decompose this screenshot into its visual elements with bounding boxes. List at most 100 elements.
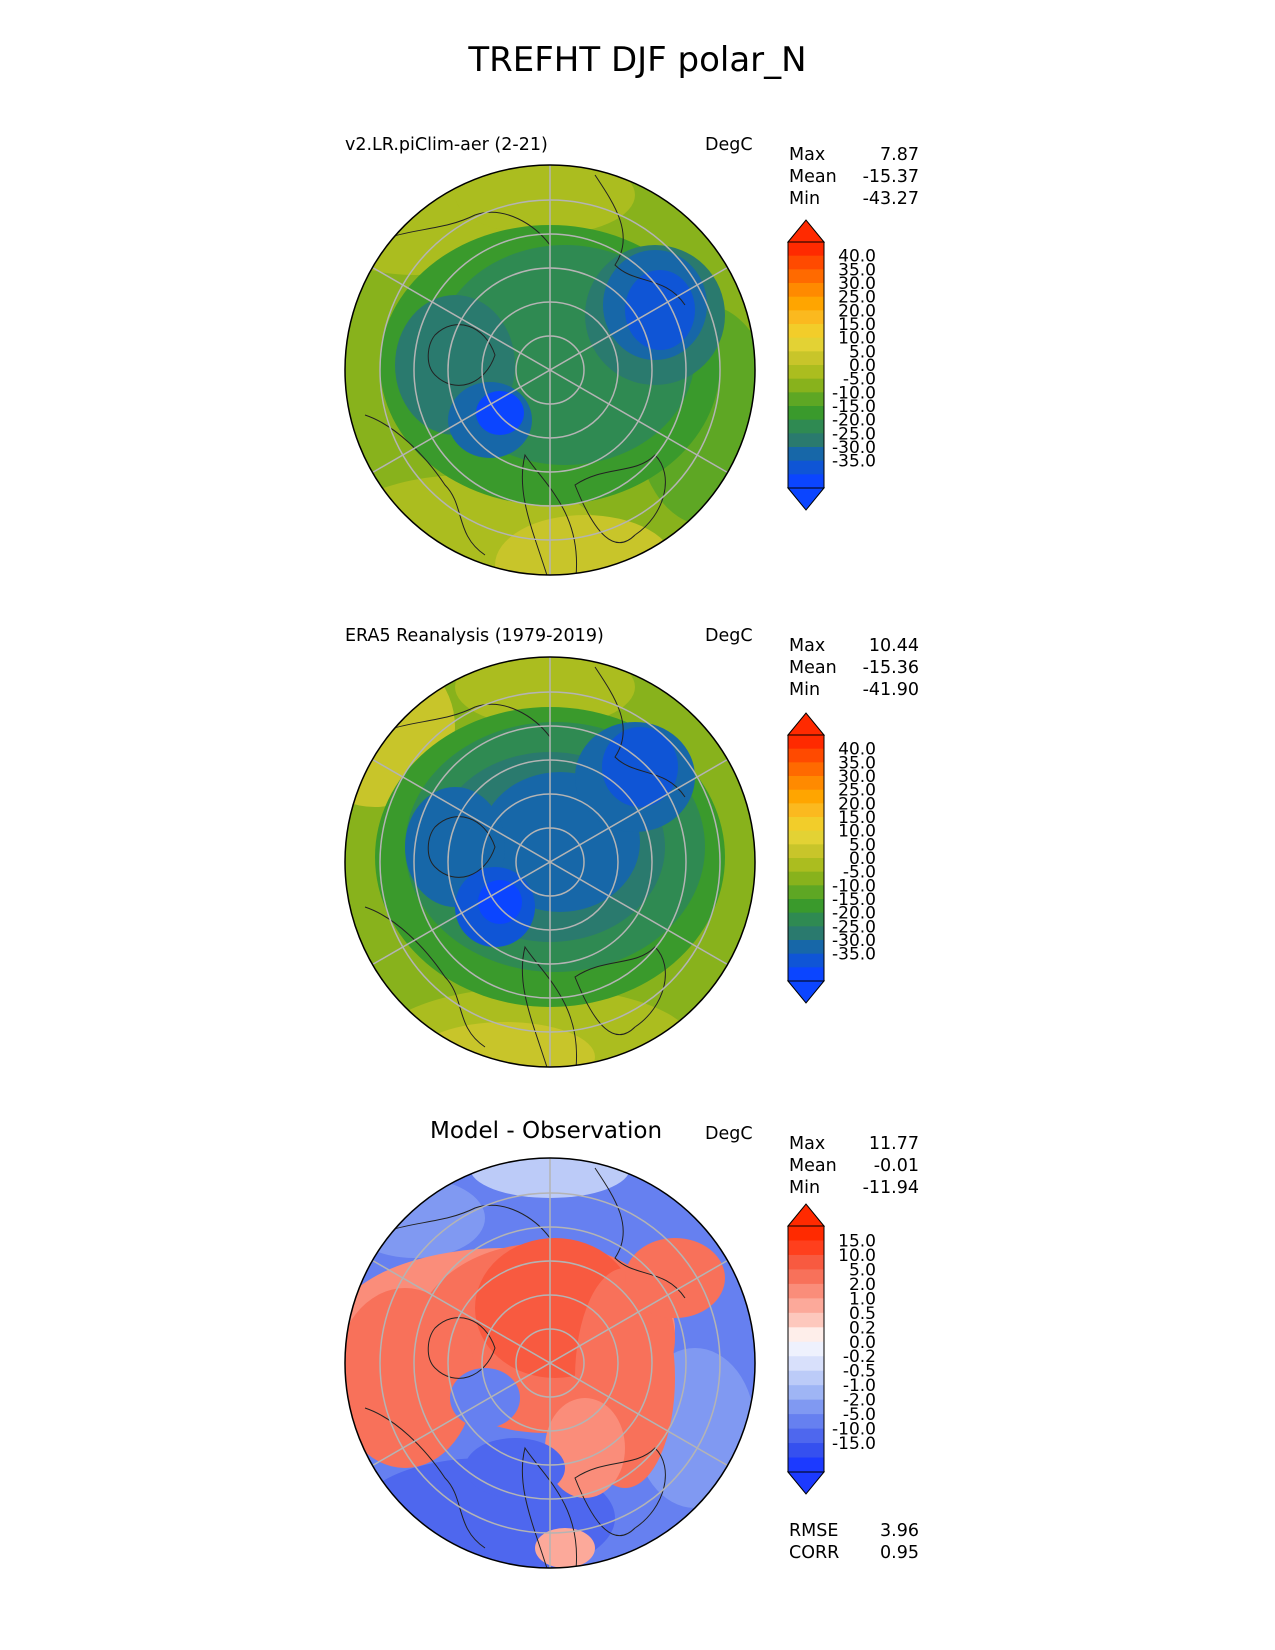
colorbar-tick-label: 0.0 (849, 849, 876, 869)
colorbar-segment (788, 803, 824, 818)
panel-1-stats: Max 7.87 Mean -15.37 Min -43.27 (789, 144, 919, 210)
colorbar-tick-label: 10.0 (838, 822, 876, 842)
colorbar-segment (788, 871, 824, 886)
stat-label: Min (789, 680, 821, 700)
figure-title: TREFHT DJF polar_N (468, 40, 807, 80)
stat-label: Mean (789, 167, 837, 187)
colorbar-segment (788, 242, 824, 257)
colorbar-segment (788, 1414, 824, 1430)
colorbar-segment (788, 830, 824, 845)
colorbar-tick-label: -1.0 (843, 1376, 876, 1396)
graticule (372, 165, 728, 575)
colorbar-tick-label: 40.0 (838, 740, 876, 760)
colorbar-frame (787, 1225, 825, 1473)
colorbar-segment (788, 940, 824, 955)
difference-field-region (465, 1438, 565, 1498)
colorbar-segment (788, 1312, 824, 1328)
colorbar-tick-label: 30.0 (838, 274, 876, 294)
colorbar-frame (787, 734, 825, 982)
colorbar-max-extend (786, 712, 826, 736)
colorbar-segment (788, 474, 824, 489)
colorbar-tick-label: -15.0 (832, 397, 876, 417)
colorbar-tick-label: 0.0 (849, 1333, 876, 1353)
colorbar-tick-label: -25.0 (832, 424, 876, 444)
panel-1-title: v2.LR.piClim-aer (2-21) (345, 135, 548, 155)
colorbar-tick-label: 5.0 (849, 835, 876, 855)
stat-label: Max (789, 145, 826, 165)
panel-3-colorbar: 15.010.05.02.01.00.50.20.0-0.2-0.5-1.0-2… (786, 1203, 876, 1495)
colorbar-tick-label: 2.0 (849, 1275, 876, 1295)
colorbar-min-extend (786, 487, 826, 511)
colorbar-segment (788, 269, 824, 284)
colorbar-segment (788, 1399, 824, 1415)
metric-label: CORR (789, 1543, 840, 1563)
colorbar-segment (788, 776, 824, 791)
colorbar-tick-label: -15.0 (832, 1434, 876, 1454)
stat-label: Mean (789, 1156, 837, 1176)
colorbar-segments (786, 219, 826, 511)
colorbar-segment (788, 392, 824, 407)
coastline (594, 174, 686, 306)
metric-value: 3.96 (880, 1521, 919, 1541)
stat-value: -0.01 (873, 1156, 919, 1176)
colorbar-segment (788, 1226, 824, 1241)
colorbar-tick-label: 5.0 (849, 1260, 876, 1280)
colorbar-segment (788, 789, 824, 804)
difference-field-region (535, 1528, 595, 1568)
panel-1-polar-map (344, 164, 756, 576)
colorbar-tick-label: 15.0 (838, 315, 876, 335)
colorbar-segment (788, 310, 824, 325)
warm-field-region (455, 657, 635, 727)
colorbar-tick-label: -2.0 (843, 1391, 876, 1411)
difference-field-region (625, 1238, 725, 1318)
colorbar-segment (788, 433, 824, 448)
colorbar-tick-label: 30.0 (838, 767, 876, 787)
difference-field-region (545, 1398, 625, 1498)
colorbar-segment (788, 460, 824, 475)
colorbar-min-extend (786, 980, 826, 1004)
cold-field-region (602, 727, 678, 807)
colorbar-segment (788, 447, 824, 462)
colorbar-segment (788, 365, 824, 380)
colorbar-segment (788, 419, 824, 434)
colorbar-segment (788, 406, 824, 421)
colorbar-tick-label: 25.0 (838, 781, 876, 801)
colorbar-tick-label: -15.0 (832, 890, 876, 910)
colorbar-tick-label: -5.0 (843, 370, 876, 390)
colorbar-tick-label: 25.0 (838, 288, 876, 308)
stat-value: 11.77 (868, 1134, 919, 1154)
cold-field-region (476, 391, 524, 435)
colorbar-segment (788, 858, 824, 873)
colorbar-segment (788, 1283, 824, 1299)
colorbar-tick-label: 5.0 (849, 342, 876, 362)
colorbar-segments (786, 712, 826, 1004)
colorbar-segments (786, 1203, 826, 1495)
colorbar-segment (788, 255, 824, 270)
colorbar-tick-label: -30.0 (832, 438, 876, 458)
colorbar-max-extend (786, 1203, 826, 1227)
colorbar-segment (788, 1254, 824, 1270)
colorbar-segment (788, 1457, 824, 1473)
colorbar-segment (788, 1269, 824, 1285)
colorbar-segment (788, 296, 824, 311)
colorbar-tick-label: -25.0 (832, 917, 876, 937)
panel-3-metrics: RMSE 3.96 CORR 0.95 (789, 1520, 919, 1564)
coastline (427, 816, 496, 878)
coastline (594, 1167, 686, 1299)
stat-label: Max (789, 636, 826, 656)
colorbar-segment (788, 953, 824, 968)
colorbar-segment (788, 967, 824, 982)
difference-field-region (345, 1178, 485, 1258)
colorbar-tick-label: 0.2 (849, 1318, 876, 1338)
colorbar-segment (788, 1428, 824, 1444)
coastline (521, 1446, 577, 1568)
colorbar-tick-label: -5.0 (843, 863, 876, 883)
colorbar-segment (788, 885, 824, 900)
panel-3-polar-map (344, 1157, 756, 1569)
colorbar-segment (788, 899, 824, 914)
colorbar-tick-label: -5.0 (843, 1405, 876, 1425)
colorbar-segment (788, 748, 824, 763)
colorbar-segment (788, 1385, 824, 1401)
colorbar-tick-label: -20.0 (832, 904, 876, 924)
colorbar-tick-label: -35.0 (832, 452, 876, 472)
